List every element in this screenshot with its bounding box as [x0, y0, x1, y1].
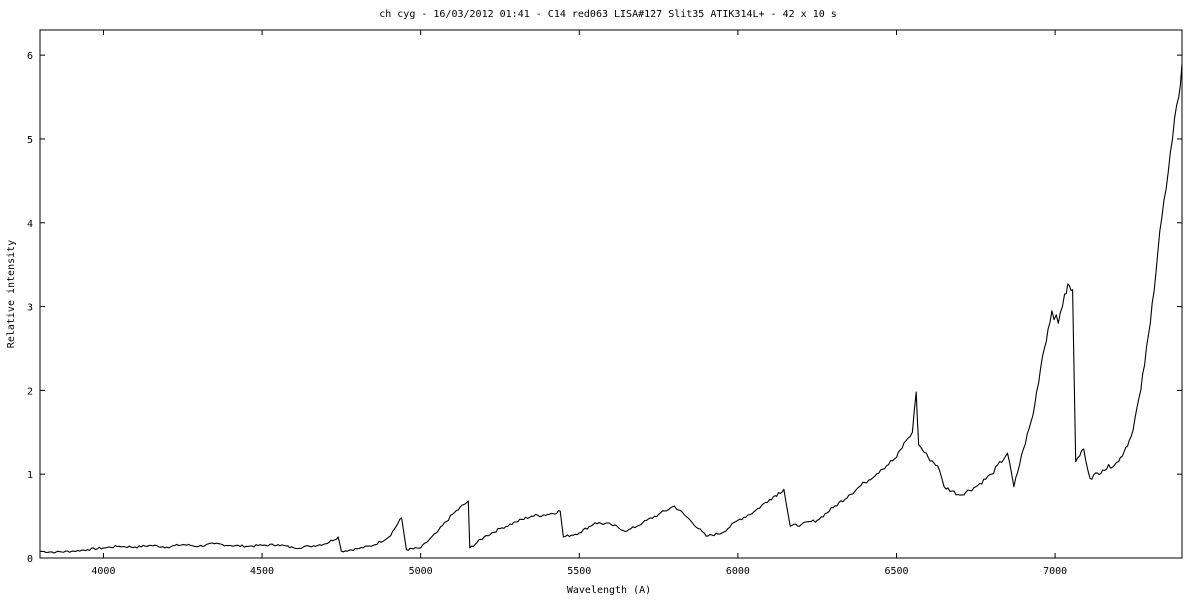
- plot-area: [39, 29, 1183, 559]
- x-tick-label: 6500: [884, 566, 908, 577]
- y-tick-label: 3: [27, 303, 33, 314]
- y-axis-ticks: 0 1 2 3 4 5 6: [27, 51, 1182, 565]
- x-tick-label: 7000: [1043, 566, 1067, 577]
- x-tick-label: 4000: [91, 566, 115, 577]
- y-axis-label: Relative intensity: [6, 240, 17, 348]
- y-tick-label: 6: [27, 51, 33, 62]
- y-tick-label: 4: [27, 219, 33, 230]
- y-tick-label: 2: [27, 386, 33, 397]
- x-tick-label: 6000: [726, 566, 750, 577]
- x-axis-ticks: 4000 4500 5000 5500 6000 6500 7000: [91, 30, 1067, 577]
- spectrum-line: [39, 63, 1183, 554]
- x-tick-label: 5500: [567, 566, 591, 577]
- y-tick-label: 0: [27, 554, 33, 565]
- y-tick-label: 1: [27, 470, 33, 481]
- y-tick-label: 5: [27, 135, 33, 146]
- x-tick-label: 5000: [409, 566, 433, 577]
- x-axis-label: Wavelength (A): [567, 585, 651, 596]
- x-tick-label: 4500: [250, 566, 274, 577]
- chart-title: ch cyg - 16/03/2012 01:41 - C14 red063 L…: [379, 9, 837, 20]
